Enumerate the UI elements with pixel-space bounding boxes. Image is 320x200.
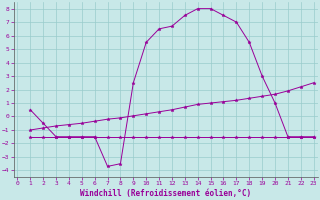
X-axis label: Windchill (Refroidissement éolien,°C): Windchill (Refroidissement éolien,°C) <box>80 189 251 198</box>
